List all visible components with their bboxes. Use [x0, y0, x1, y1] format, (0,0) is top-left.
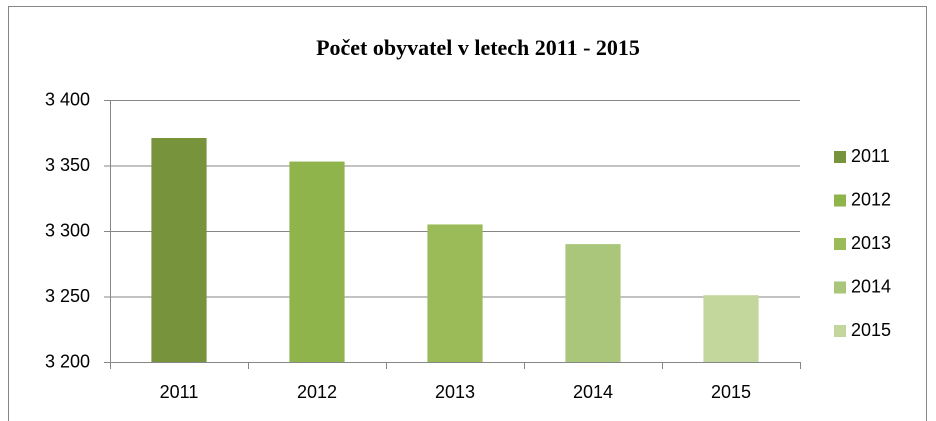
legend-label: 2012 — [851, 189, 891, 209]
y-tick-label: 3 250 — [45, 286, 90, 306]
y-tick-label: 3 350 — [45, 155, 90, 175]
x-tick-label: 2015 — [711, 382, 751, 402]
x-tick-label: 2014 — [573, 382, 613, 402]
bar — [703, 295, 759, 362]
bar — [427, 224, 483, 362]
y-tick-label: 3 300 — [45, 220, 90, 240]
bar — [289, 161, 345, 362]
y-tick-label: 3 400 — [45, 89, 90, 109]
bar — [151, 137, 207, 362]
legend-label: 2011 — [851, 146, 890, 166]
legend-swatch — [834, 281, 846, 294]
legend-swatch — [834, 238, 846, 250]
legend-label: 2015 — [851, 320, 891, 340]
chart-title: Počet obyvatel v letech 2011 - 2015 — [316, 35, 640, 60]
legend-swatch — [834, 325, 846, 337]
legend-label: 2013 — [851, 233, 891, 253]
x-tick-label: 2013 — [435, 382, 475, 402]
legend-label: 2014 — [851, 276, 891, 296]
legend-swatch — [834, 194, 846, 207]
bar — [565, 244, 621, 362]
y-tick-label: 3 200 — [45, 351, 90, 371]
x-tick-label: 2011 — [160, 382, 199, 402]
x-tick-label: 2012 — [297, 382, 337, 402]
legend-swatch — [834, 151, 846, 163]
